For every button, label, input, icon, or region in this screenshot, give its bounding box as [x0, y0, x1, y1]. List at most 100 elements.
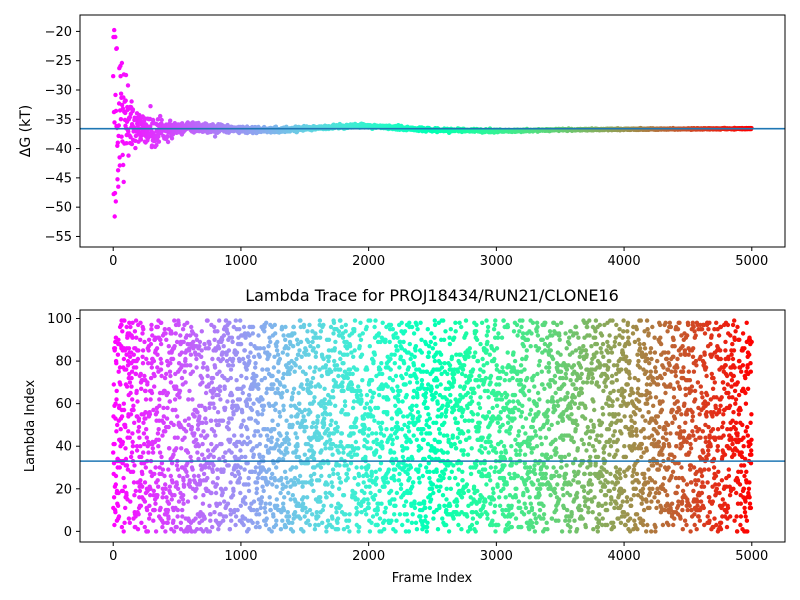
- lambda-point: [360, 378, 365, 383]
- lambda-point: [371, 497, 377, 502]
- lambda-point: [212, 510, 217, 515]
- lambda-point: [264, 320, 269, 325]
- lambda-point: [185, 450, 191, 455]
- lambda-point: [142, 499, 148, 504]
- lambda-point: [175, 467, 181, 472]
- lambda-point: [141, 420, 146, 425]
- lambda-point: [369, 378, 375, 383]
- lambda-point: [336, 373, 341, 379]
- lambda-point: [213, 348, 218, 353]
- lambda-point: [379, 501, 384, 506]
- lambda-point: [385, 384, 390, 389]
- lambda-point: [275, 352, 281, 357]
- delta-g-point: [126, 129, 131, 134]
- lambda-point: [278, 382, 283, 387]
- lambda-point: [158, 505, 163, 511]
- lambda-point: [111, 450, 116, 455]
- lambda-point: [239, 433, 244, 438]
- lambda-point: [413, 344, 419, 349]
- lambda-point: [325, 482, 330, 487]
- lambda-point: [142, 524, 147, 530]
- delta-g-point: [118, 91, 124, 96]
- lambda-point: [212, 337, 217, 342]
- delta-g-point: [130, 107, 136, 112]
- lambda-point: [364, 324, 369, 330]
- lambda-point: [214, 444, 219, 449]
- lambda-point: [133, 318, 139, 323]
- lambda-point: [124, 463, 130, 468]
- lambda-point: [135, 527, 141, 532]
- lambda-point: [164, 495, 169, 500]
- lambda-point: [279, 324, 285, 330]
- lambda-point: [317, 335, 323, 340]
- lambda-point: [171, 518, 176, 523]
- lambda-point: [309, 482, 314, 487]
- lambda-point: [366, 427, 372, 432]
- lambda-point: [113, 473, 119, 479]
- lambda-point: [134, 365, 139, 370]
- lambda-point: [203, 416, 208, 421]
- lambda-point: [220, 350, 225, 355]
- lambda-point: [404, 392, 409, 398]
- lambda-point: [313, 354, 318, 359]
- lambda-point: [390, 461, 396, 466]
- lambda-point: [208, 452, 213, 457]
- lambda-point: [208, 518, 213, 523]
- lambda-point: [325, 518, 331, 523]
- lambda-point: [164, 371, 169, 377]
- lambda-point: [286, 441, 292, 447]
- lambda-point: [398, 388, 403, 394]
- lambda-point: [116, 337, 121, 342]
- lambda-point: [122, 318, 127, 323]
- lambda-point: [308, 410, 313, 415]
- lambda-point: [124, 367, 129, 372]
- lambda-point: [368, 446, 373, 451]
- lambda-point: [261, 403, 267, 408]
- lambda-point: [374, 437, 379, 442]
- lambda-point: [147, 503, 152, 508]
- lambda-point: [164, 337, 169, 342]
- lambda-point: [419, 382, 425, 387]
- lambda-point: [394, 435, 400, 440]
- lambda-point: [368, 407, 373, 413]
- lambda-point: [375, 522, 380, 528]
- lambda-point: [388, 356, 393, 362]
- lambda-point: [356, 529, 361, 534]
- lambda-point: [239, 454, 244, 460]
- delta-g-point: [138, 137, 144, 142]
- lambda-point: [299, 382, 304, 387]
- lambda-point: [259, 499, 264, 504]
- lambda-point: [402, 422, 407, 428]
- lambda-point: [323, 363, 329, 368]
- lambda-point: [344, 463, 349, 468]
- lambda-point: [228, 375, 233, 381]
- lambda-point: [370, 414, 376, 419]
- lambda-point: [245, 435, 250, 440]
- lambda-point: [203, 407, 208, 413]
- lambda-point: [412, 505, 418, 511]
- lambda-point: [323, 405, 328, 411]
- lambda-point: [285, 352, 290, 357]
- lambda-point: [263, 522, 269, 528]
- lambda-point: [244, 403, 250, 408]
- delta-g-point: [125, 83, 131, 88]
- lambda-point: [341, 446, 346, 451]
- lambda-point: [275, 437, 280, 442]
- lambda-point: [348, 461, 354, 466]
- lambda-point: [326, 358, 331, 364]
- lambda-point: [228, 507, 233, 513]
- lambda-point: [354, 505, 359, 511]
- delta-g-point: [165, 139, 171, 145]
- lambda-point: [332, 346, 337, 351]
- lambda-point: [411, 331, 417, 336]
- lambda-point: [118, 382, 123, 387]
- lambda-point: [390, 441, 395, 447]
- lambda-point: [415, 327, 420, 332]
- lambda-point: [399, 320, 404, 325]
- y-tick-label: −25: [45, 54, 72, 69]
- lambda-point: [259, 412, 265, 417]
- lambda-point: [411, 433, 416, 438]
- lambda-point: [306, 441, 311, 447]
- lambda-point: [221, 333, 227, 338]
- lambda-point: [229, 416, 234, 421]
